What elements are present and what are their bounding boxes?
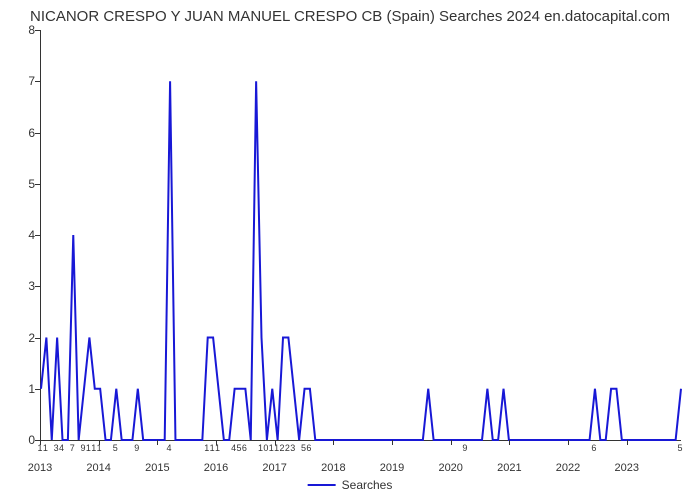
line-series — [41, 30, 681, 440]
y-tick-mark — [35, 235, 40, 236]
plot-area — [40, 30, 681, 441]
x-tick-mark — [627, 440, 628, 445]
x-point-label: 4 — [167, 443, 172, 453]
y-tick-mark — [35, 338, 40, 339]
x-point-label: 5 — [301, 443, 306, 453]
x-point-label: 1 — [210, 443, 215, 453]
x-year-label: 2021 — [497, 462, 521, 474]
y-tick-label: 4 — [28, 228, 35, 242]
x-point-label: 1 — [91, 443, 96, 453]
y-tick-label: 1 — [28, 382, 35, 396]
x-tick-mark — [451, 440, 452, 445]
x-year-label: 2018 — [321, 462, 345, 474]
x-year-label: 2019 — [380, 462, 404, 474]
x-point-label: 1 — [274, 443, 279, 453]
y-tick-label: 3 — [28, 279, 35, 293]
chart-container: NICANOR CRESPO Y JUAN MANUEL CRESPO CB (… — [0, 0, 700, 500]
x-year-label: 2022 — [556, 462, 580, 474]
x-point-label: 9 — [134, 443, 139, 453]
x-year-label: 2023 — [614, 462, 638, 474]
x-point-label: 6 — [306, 443, 311, 453]
y-tick-mark — [35, 286, 40, 287]
x-year-label: 2020 — [438, 462, 462, 474]
y-tick-mark — [35, 184, 40, 185]
x-tick-mark — [333, 440, 334, 445]
x-tick-mark — [509, 440, 510, 445]
y-tick-label: 0 — [28, 433, 35, 447]
x-point-label: 6 — [591, 443, 596, 453]
y-tick-mark — [35, 81, 40, 82]
x-tick-mark — [568, 440, 569, 445]
legend-label: Searches — [342, 478, 393, 492]
x-point-label: 1 — [258, 443, 263, 453]
x-point-label: 9 — [462, 443, 467, 453]
x-point-label: 1 — [215, 443, 220, 453]
y-tick-mark — [35, 133, 40, 134]
x-point-label: 5 — [236, 443, 241, 453]
y-tick-label: 5 — [28, 177, 35, 191]
x-point-label: 3 — [54, 443, 59, 453]
x-point-label: 2 — [280, 443, 285, 453]
x-point-label: 4 — [231, 443, 236, 453]
x-year-label: 2017 — [262, 462, 286, 474]
x-point-label: 9 — [81, 443, 86, 453]
x-point-label: 1 — [43, 443, 48, 453]
x-point-label: 4 — [59, 443, 64, 453]
x-point-label: 3 — [290, 443, 295, 453]
x-point-label: 1 — [204, 443, 209, 453]
x-point-label: 1 — [86, 443, 91, 453]
x-year-label: 2014 — [86, 462, 110, 474]
legend: Searches — [308, 478, 393, 492]
x-point-label: 1 — [97, 443, 102, 453]
y-tick-mark — [35, 30, 40, 31]
x-year-label: 2015 — [145, 462, 169, 474]
y-tick-label: 6 — [28, 126, 35, 140]
x-point-label: 0 — [263, 443, 268, 453]
x-point-label: 2 — [285, 443, 290, 453]
x-tick-mark — [392, 440, 393, 445]
x-point-label: 1 — [269, 443, 274, 453]
x-point-label: 1 — [37, 443, 42, 453]
x-point-label: 7 — [70, 443, 75, 453]
x-year-label: 2016 — [204, 462, 228, 474]
x-point-label: 6 — [242, 443, 247, 453]
x-tick-mark — [157, 440, 158, 445]
chart-title: NICANOR CRESPO Y JUAN MANUEL CRESPO CB (… — [30, 8, 670, 25]
y-tick-label: 7 — [28, 74, 35, 88]
legend-swatch — [308, 484, 336, 486]
x-point-label: 5 — [113, 443, 118, 453]
x-year-label: 2013 — [28, 462, 52, 474]
y-tick-label: 8 — [28, 23, 35, 37]
x-point-label: 5 — [677, 443, 682, 453]
y-tick-mark — [35, 389, 40, 390]
y-tick-label: 2 — [28, 331, 35, 345]
